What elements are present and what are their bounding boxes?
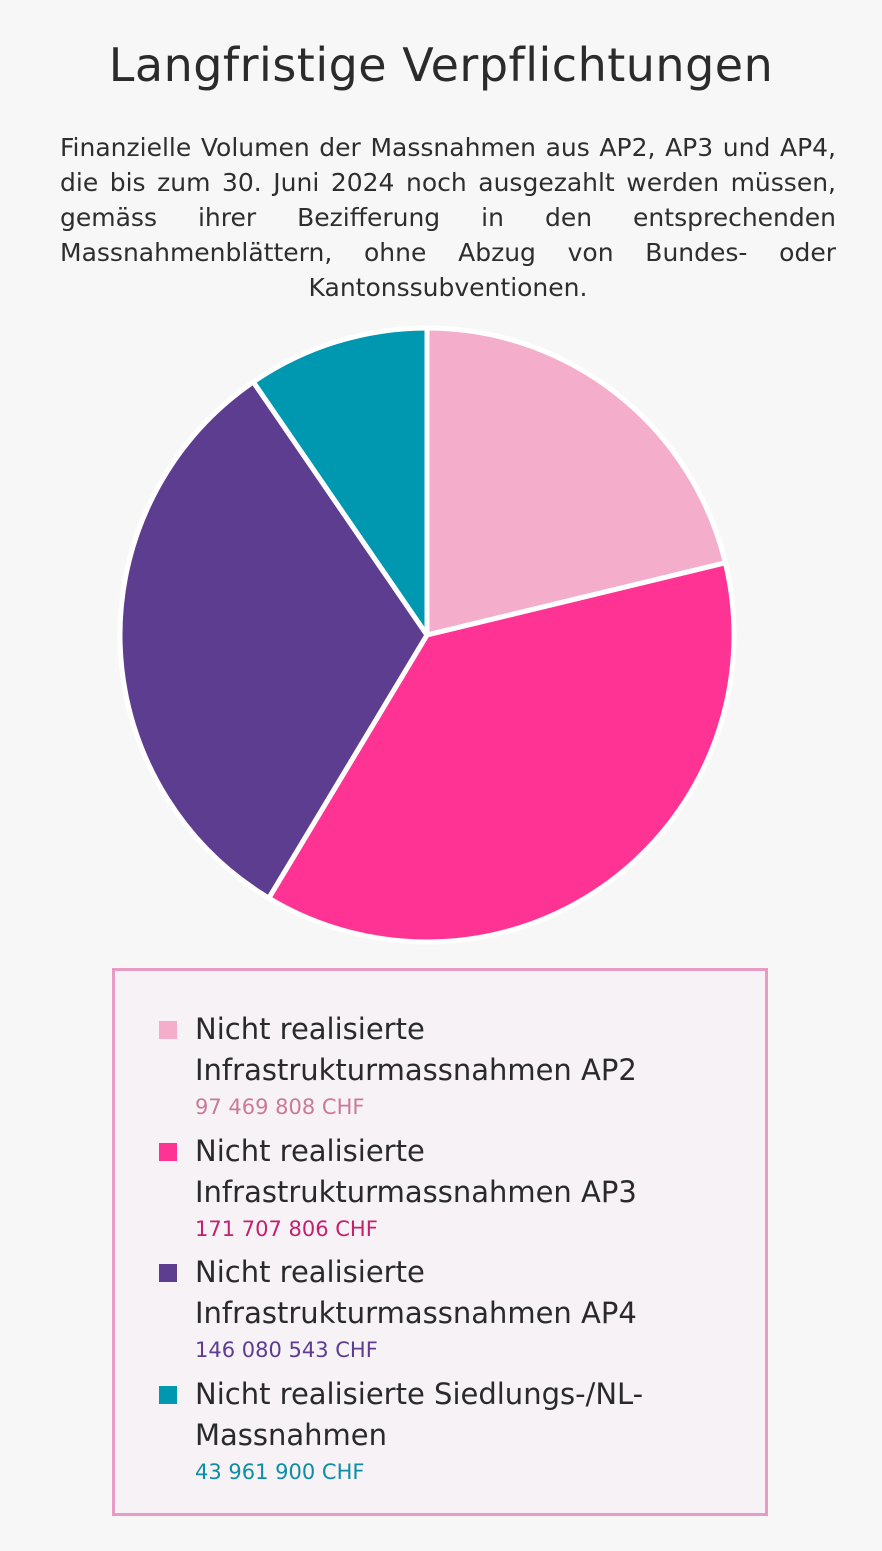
legend-value-siedlung: 43 961 900 CHF	[195, 1460, 365, 1484]
chart-subtitle: Finanzielle Volumen der Massnahmen aus A…	[60, 133, 836, 302]
pie-slice-ap2	[424, 325, 728, 638]
legend-value-ap2: 97 469 808 CHF	[195, 1095, 365, 1119]
legend: Nicht realisierte Infrastrukturmassnahme…	[112, 968, 768, 1516]
chart-title: Langfristige Verpflichtungen	[108, 38, 774, 92]
legend-label-ap4: Nicht realisierte Infrastrukturmassnahme…	[195, 1255, 637, 1330]
pie-slice-ap4	[117, 379, 430, 901]
legend-value-ap3: 171 707 806 CHF	[195, 1217, 378, 1241]
pie-svg	[117, 325, 737, 945]
legend-swatch-siedlung	[159, 1386, 177, 1404]
legend-value-ap4: 146 080 543 CHF	[195, 1338, 378, 1362]
pie-chart	[110, 318, 744, 952]
pie-slice-ap3	[266, 560, 737, 945]
legend-label-siedlung: Nicht realisierte Siedlungs-/NL-Massnahm…	[195, 1377, 644, 1452]
pie-slice-siedlung	[250, 325, 430, 638]
legend-swatch-ap4	[159, 1264, 177, 1282]
legend-label-ap2: Nicht realisierte Infrastrukturmassnahme…	[195, 1012, 637, 1087]
legend-label-ap3: Nicht realisierte Infrastrukturmassnahme…	[195, 1134, 637, 1209]
legend-swatch-ap2	[159, 1021, 177, 1039]
legend-swatch-ap3	[159, 1143, 177, 1161]
